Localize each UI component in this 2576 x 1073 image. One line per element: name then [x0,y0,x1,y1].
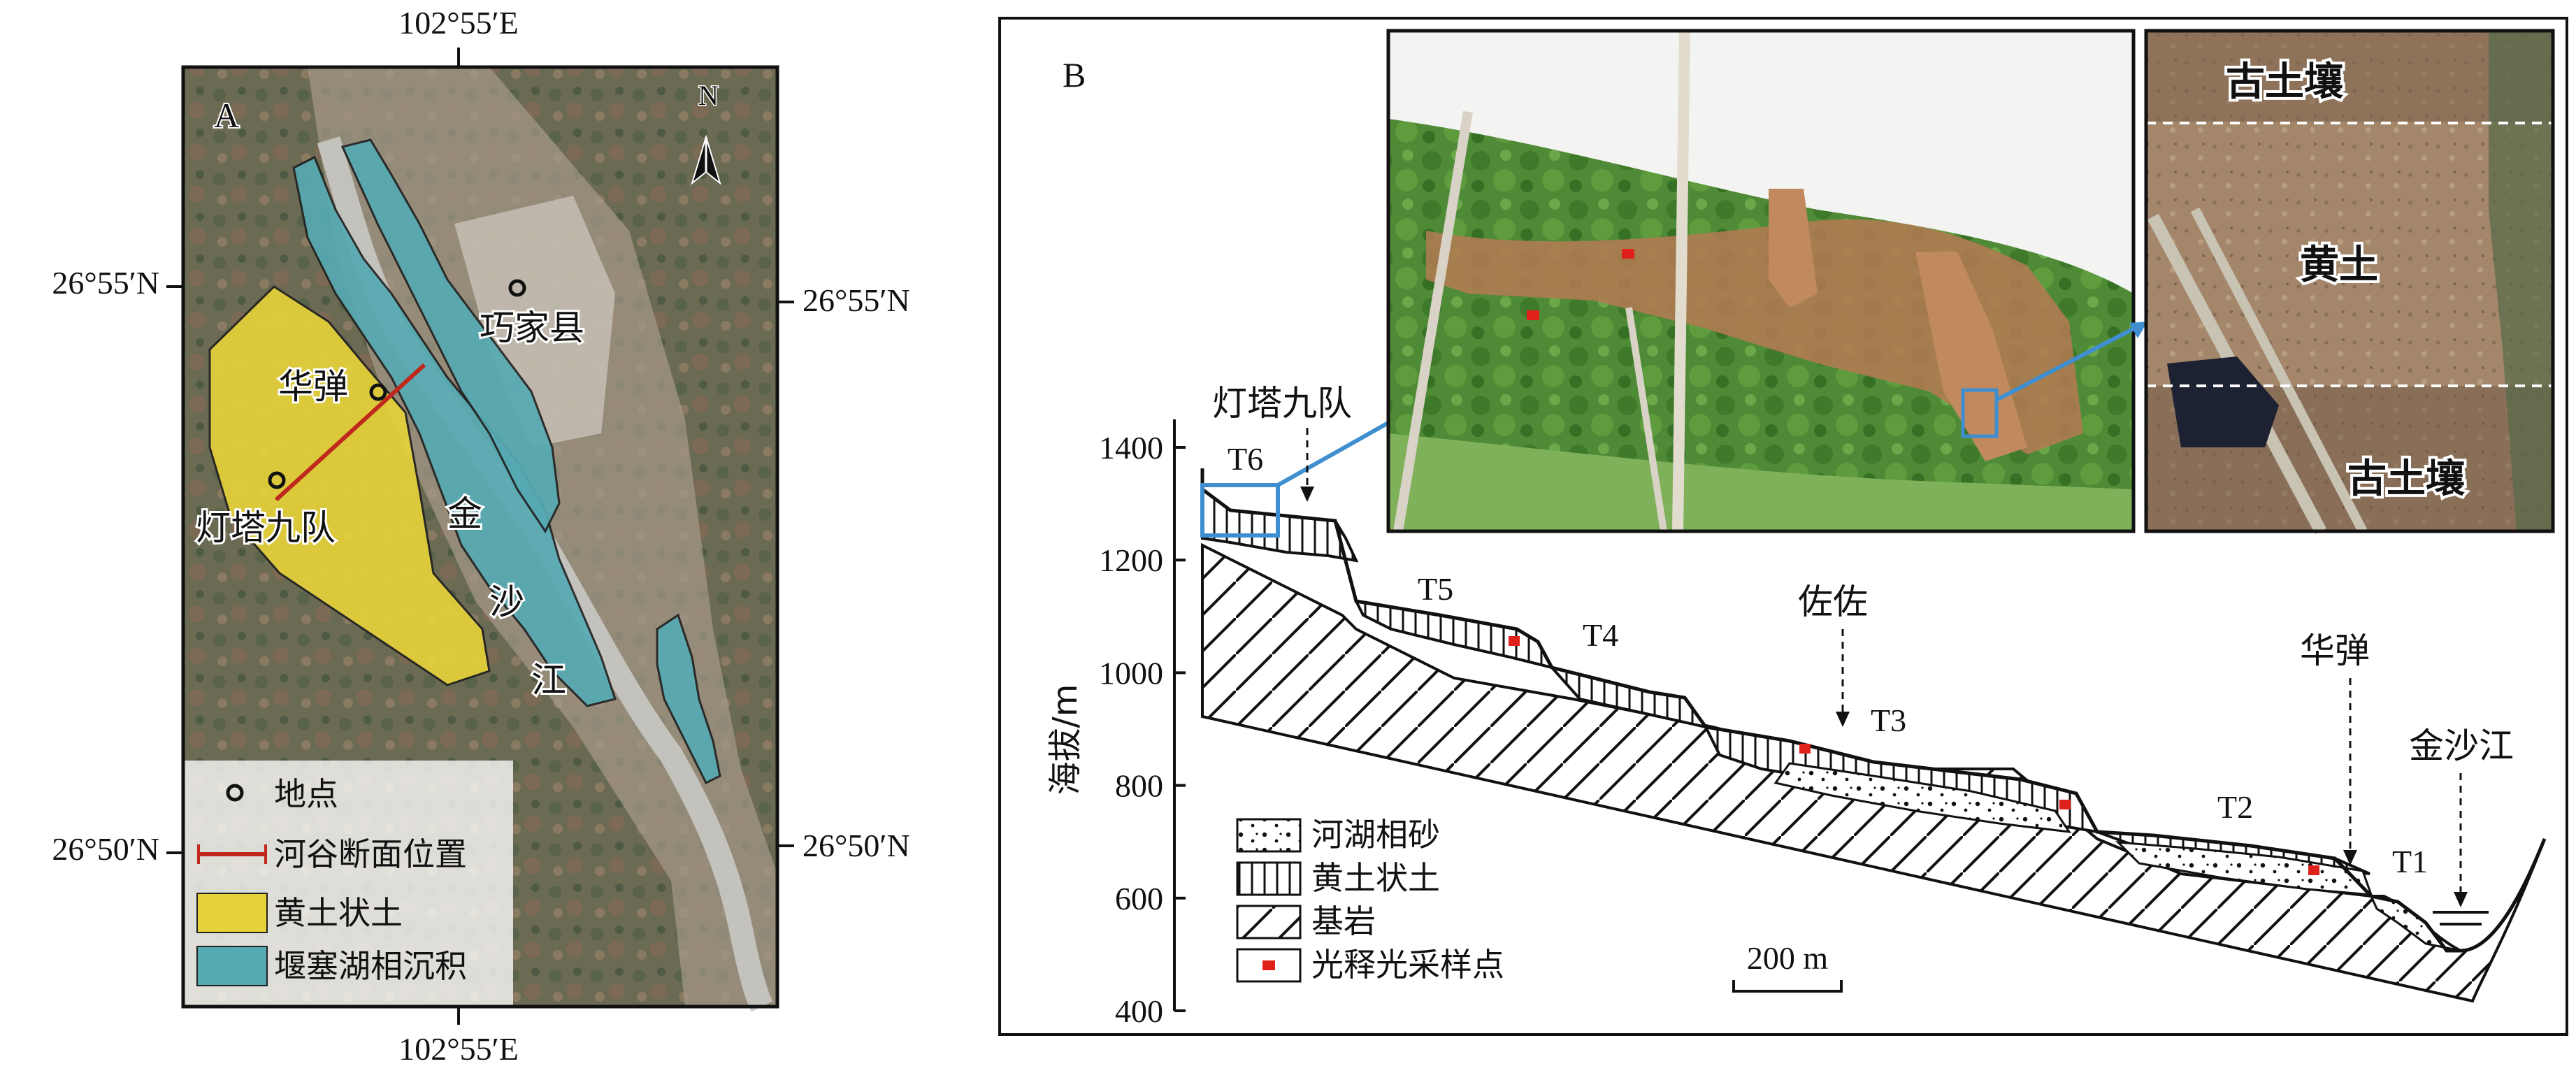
arrow-huadan-head [2343,850,2357,865]
y-axis: 400 600 800 1000 1200 1400 海拔/m [1046,419,1186,1029]
map-ticks [166,48,794,1025]
zoom-connector-2-arrow [2129,322,2147,338]
osl-sample-t3-b [2059,800,2071,809]
y-tick-label-800: 800 [1115,768,1163,804]
panel-b: B 400 600 800 1000 1200 1400 海拔/m [998,17,2568,1036]
panel-b-label: B [1063,55,1086,94]
location-zuozuo-label: 佐佐 [1798,582,1868,622]
legend-lake-label: 堰塞湖相沉积 [274,947,467,985]
place-huadan-label: 华弹 [278,366,348,407]
ground-surface [1200,468,2547,953]
location-river-label: 金沙江 [2409,726,2514,766]
osl-sample-t5 [1509,636,1520,646]
photo-sample-marker-1 [1527,310,1539,320]
terrace-t2-label: T2 [2217,789,2253,825]
osl-sample-swatch [1262,960,1275,970]
section-legend: 河湖相砂 黄土状土 基岩 光释光采样点 [1236,816,1504,984]
legend-site-label: 地点 [274,775,338,813]
right-lat-south-label: 26°50′N [803,828,910,863]
osl-sample-t3-a [1799,744,1811,754]
osl-sample-t2 [2308,865,2319,875]
photo-sample-marker-2 [1622,249,1634,259]
arrow-zuozuo-head [1836,712,1850,727]
site-qiaojia-marker [508,279,526,297]
river-char-sha: 沙 [489,582,524,622]
loess-area [208,285,491,686]
panel-a: 102°55′E 102°55′E 26°55′N 26°50′N 26°55′… [52,5,909,1067]
site-circle-icon [226,784,244,802]
photo-loess-label: 黄土 [2300,243,2378,288]
lake-sediment-area-south [656,613,721,785]
north-label: N [698,80,719,111]
terrace-t6-label: T6 [1228,441,1263,477]
y-tick-label-400: 400 [1115,993,1163,1029]
top-lon-label: 102°55′E [398,5,519,41]
terrace-t4-label: T4 [1583,617,1618,653]
map-frame [181,65,779,1009]
site-huadan-marker [369,383,387,401]
valley-profile-line [274,363,426,502]
y-tick-label-1200: 1200 [1099,542,1163,578]
bottom-lon-label: 102°55′E [398,1031,519,1067]
y-ticks: 400 600 800 1000 1200 1400 [1099,430,1186,1029]
legend-loess-like-label: 黄土状土 [1311,859,1440,897]
site-dengta-marker [268,471,286,489]
right-lat-north-label: 26°55′N [803,282,910,318]
bedrock-swatch [1236,905,1302,939]
terrace-t3-label: T3 [1871,703,1906,738]
scale-bar-label: 200 m [1747,940,1829,976]
north-arrow-icon [691,134,721,185]
loess-swatch-icon [196,893,268,933]
profile-line-icon [197,844,267,864]
y-tick-label-600: 600 [1115,881,1163,916]
terrace-t1-label: T1 [2392,844,2428,879]
place-qiaojia-label: 巧家县 [480,308,584,348]
arrow-dengta-head [1300,487,1314,502]
terrace-t5-label: T5 [1418,571,1453,607]
legend-profile-label: 河谷断面位置 [274,835,467,873]
zoom-connector-2 [1995,322,2143,402]
section-photo [2144,29,2555,535]
place-dengta-label: 灯塔九队 [196,507,336,548]
scale-bar [1732,980,1843,993]
sand-layer-t3 [1773,762,2072,833]
panel-a-label: A [214,96,239,135]
map-legend: 地点 河谷断面位置 黄土状土 堰塞湖相沉积 [183,761,513,1007]
legend-sand-label: 河湖相砂 [1311,816,1440,854]
panel-b-frame [998,17,2568,1036]
photo-zoom-box [1961,388,1999,438]
t6-zoom-box [1200,483,1280,538]
legend-bedrock-label: 基岩 [1311,902,1376,940]
town-area [454,196,615,447]
y-axis-label: 海拔/m [1046,684,1085,795]
loess-like-swatch [1236,861,1302,896]
outcrop-photo [1386,29,2136,533]
y-tick-label-1000: 1000 [1099,655,1163,691]
location-dengta-label: 灯塔九队 [1212,383,1352,424]
lake-sediment-area-east [340,138,561,533]
left-lat-north-label: 26°55′N [52,265,159,301]
photo-paleosol-top-label: 古土壤 [2226,59,2343,105]
river-char-jin: 金 [447,494,482,534]
legend-loess-label: 黄土状土 [274,894,403,932]
lake-sediment-area [292,155,617,707]
river-char-jiang: 江 [531,660,566,700]
y-tick-label-1400: 1400 [1099,430,1163,466]
river-water-icon [2433,911,2489,926]
arrow-river-head [2454,892,2468,907]
legend-osl-label: 光释光采样点 [1311,946,1504,984]
photo-paleosol-bottom-label: 古土壤 [2347,456,2465,502]
left-lat-south-label: 26°50′N [52,831,159,867]
location-huadan-label: 华弹 [2300,631,2370,671]
lacustrine-sand-swatch [1236,818,1302,853]
lake-swatch-icon [196,946,268,986]
